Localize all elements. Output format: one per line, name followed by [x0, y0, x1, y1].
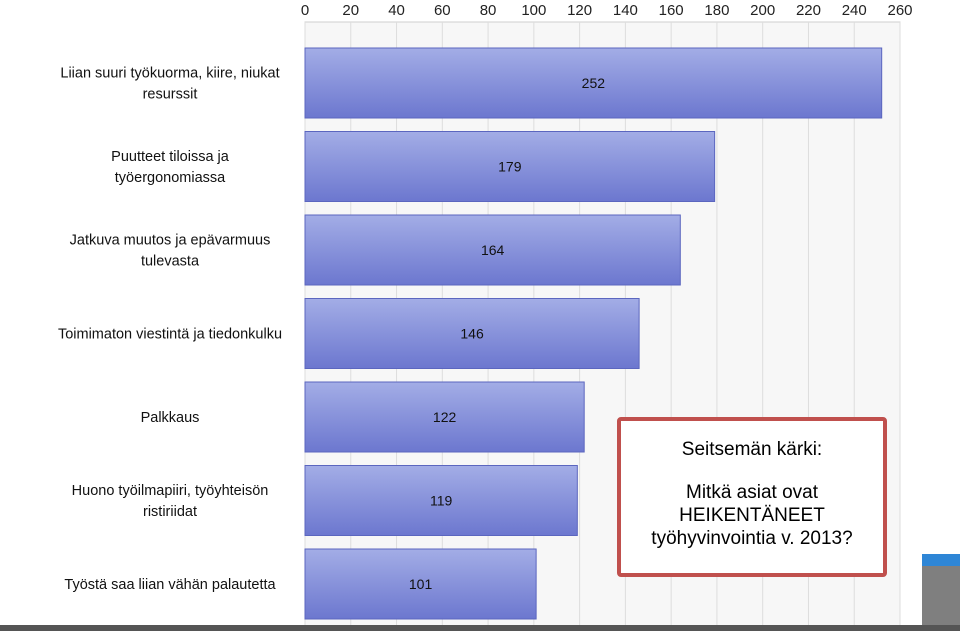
category-labels: Liian suuri työkuorma, kiire, niukat resu…	[58, 66, 282, 594]
x-tick-label: 140	[613, 2, 638, 19]
x-tick-label: 200	[750, 2, 775, 19]
category-label: Työstä saa liian vähän palautetta	[64, 577, 276, 593]
corner-tab-accent	[922, 554, 960, 566]
category-label-line: resurssit	[143, 87, 198, 103]
x-tick-label: 0	[301, 2, 309, 19]
bottom-strip	[0, 625, 960, 631]
category-label-line: Puutteet tiloissa ja	[111, 149, 230, 165]
bar	[304, 298, 640, 369]
callout-body: Mitkä asiat ovat HEIKENTÄNEET työhyvinvo…	[651, 482, 853, 549]
x-tick-label: 160	[659, 2, 684, 19]
callout-heading: Seitsemän kärki:	[681, 439, 823, 460]
bars	[304, 47, 883, 620]
value-label: 146	[460, 326, 484, 342]
value-label: 164	[481, 242, 505, 258]
value-labels: 252 179 164 146 122 119 101	[409, 75, 605, 592]
x-tick-label: 20	[342, 2, 359, 19]
category-label: Liian suuri työkuorma, kiire, niukat resu…	[60, 66, 279, 103]
x-tick-label: 260	[887, 2, 912, 19]
x-tick-label: 120	[567, 2, 592, 19]
x-tick-label: 80	[480, 2, 497, 19]
value-label: 101	[409, 576, 433, 592]
category-label-line: Toimimaton viestintä ja tiedonkulku	[58, 327, 282, 343]
category-label: Huono työilmapiiri, työyhteisön ristiriid…	[72, 483, 269, 520]
category-label-line: Huono työilmapiiri, työyhteisön	[72, 483, 269, 499]
category-label-line: työergonomiassa	[115, 170, 226, 186]
x-tick-label: 220	[796, 2, 821, 19]
category-label-line: Jatkuva muutos ja epävarmuus	[70, 233, 271, 249]
x-tick-label: 100	[521, 2, 546, 19]
x-tick-label: 40	[388, 2, 405, 19]
x-axis-ticks: 0 20 40 60 80 100 120 140 160 180 200 220 240 260	[301, 2, 913, 19]
value-label: 122	[433, 409, 457, 425]
x-tick-label: 60	[434, 2, 451, 19]
bar	[304, 47, 883, 119]
bar	[304, 214, 681, 286]
bar	[304, 381, 585, 453]
category-label: Palkkaus	[141, 410, 200, 426]
category-label-line: Palkkaus	[141, 410, 200, 426]
category-label-line: tulevasta	[141, 254, 200, 270]
value-label: 119	[430, 493, 453, 509]
callout-box: Seitsemän kärki: Mitkä asiat ovat HEIKEN…	[617, 417, 887, 577]
x-tick-label: 180	[704, 2, 729, 19]
category-label-line: Liian suuri työkuorma, kiire, niukat	[60, 66, 279, 82]
value-label: 179	[498, 159, 522, 175]
value-label: 252	[582, 75, 606, 91]
category-label: Jatkuva muutos ja epävarmuus tulevasta	[70, 233, 271, 270]
bar	[304, 465, 578, 536]
bar	[304, 131, 716, 202]
category-label: Puutteet tiloissa ja työergonomiassa	[111, 149, 230, 186]
category-label-line: Työstä saa liian vähän palautetta	[64, 577, 276, 593]
category-label-line: ristiriidat	[143, 504, 197, 520]
category-label: Toimimaton viestintä ja tiedonkulku	[58, 327, 282, 343]
bar	[304, 548, 537, 620]
x-tick-label: 240	[842, 2, 867, 19]
